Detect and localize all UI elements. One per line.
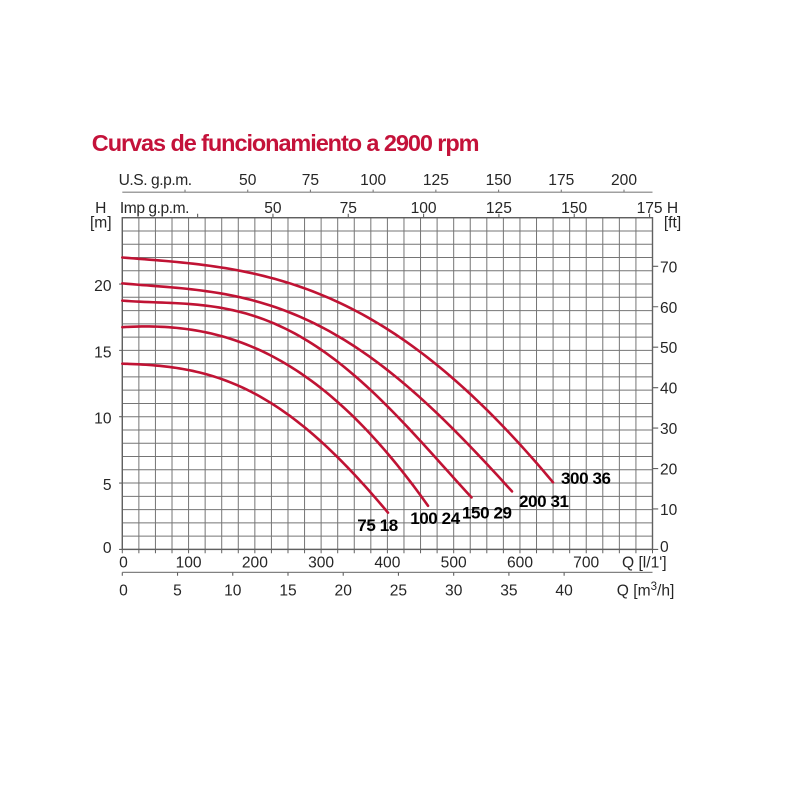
svg-text:5: 5 <box>103 477 112 494</box>
svg-text:100 24: 100 24 <box>410 509 461 528</box>
svg-text:50: 50 <box>264 200 282 217</box>
svg-text:200 31: 200 31 <box>519 492 569 511</box>
svg-text:10: 10 <box>94 411 112 428</box>
svg-text:30: 30 <box>660 421 678 438</box>
svg-text:40: 40 <box>555 583 573 600</box>
svg-text:200: 200 <box>611 172 637 189</box>
svg-text:300 36: 300 36 <box>561 469 611 488</box>
svg-text:0: 0 <box>119 555 128 572</box>
svg-text:75: 75 <box>302 172 320 189</box>
svg-text:30: 30 <box>445 583 463 600</box>
svg-text:100: 100 <box>360 172 386 189</box>
svg-text:25: 25 <box>390 583 408 600</box>
svg-text:0: 0 <box>103 540 112 557</box>
svg-text:20: 20 <box>335 583 353 600</box>
svg-text:U.S. g.p.m.: U.S. g.p.m. <box>119 172 192 189</box>
svg-text:400: 400 <box>374 555 400 572</box>
svg-text:0: 0 <box>119 583 128 600</box>
svg-text:60: 60 <box>660 300 678 317</box>
svg-text:50: 50 <box>660 340 678 357</box>
svg-text:H: H <box>667 200 678 217</box>
svg-text:[m]: [m] <box>90 215 112 232</box>
svg-text:20: 20 <box>94 278 112 295</box>
svg-text:H: H <box>95 200 106 217</box>
svg-text:175: 175 <box>637 200 663 217</box>
svg-text:5: 5 <box>173 583 182 600</box>
svg-text:15: 15 <box>279 583 297 600</box>
svg-text:125: 125 <box>486 200 512 217</box>
svg-text:75: 75 <box>340 200 358 217</box>
svg-text:Curvas de funcionamiento a 290: Curvas de funcionamiento a 2900 rpm <box>92 130 479 156</box>
svg-text:150: 150 <box>561 200 587 217</box>
svg-text:500: 500 <box>441 555 467 572</box>
svg-text:35: 35 <box>500 583 518 600</box>
svg-text:Imp g.p.m.: Imp g.p.m. <box>120 200 189 217</box>
svg-text:150: 150 <box>486 172 512 189</box>
svg-text:10: 10 <box>660 502 678 519</box>
svg-text:15: 15 <box>94 344 112 361</box>
svg-text:0: 0 <box>660 539 669 556</box>
svg-text:20: 20 <box>660 462 678 479</box>
svg-text:600: 600 <box>507 555 533 572</box>
svg-text:175: 175 <box>548 172 574 189</box>
svg-text:[ft]: [ft] <box>664 215 681 232</box>
svg-text:70: 70 <box>660 259 678 276</box>
svg-text:50: 50 <box>239 172 257 189</box>
svg-text:Q [l/1']: Q [l/1'] <box>622 555 667 572</box>
svg-text:125: 125 <box>423 172 449 189</box>
svg-text:10: 10 <box>224 583 242 600</box>
svg-text:100: 100 <box>176 555 202 572</box>
svg-text:700: 700 <box>573 555 599 572</box>
svg-text:40: 40 <box>660 381 678 398</box>
svg-text:100: 100 <box>411 200 437 217</box>
svg-text:150 29: 150 29 <box>462 504 512 523</box>
svg-text:Q [m3/h]: Q [m3/h] <box>617 581 675 600</box>
svg-text:75 18: 75 18 <box>357 516 398 535</box>
svg-text:200: 200 <box>242 555 268 572</box>
svg-text:300: 300 <box>308 555 334 572</box>
